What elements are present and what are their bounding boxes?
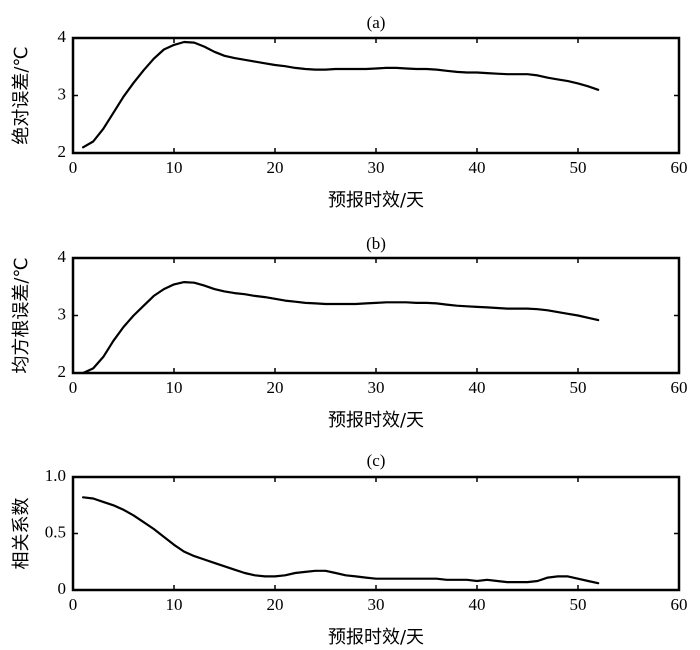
panel-b-x-tick-label: 10: [166, 378, 183, 397]
panel-b-x-tick-label: 0: [69, 378, 78, 397]
panel-b-y-tick-label: 3: [58, 304, 67, 323]
panel-a-x-tick-label: 20: [267, 158, 284, 177]
panel-c-y-tick-label: 0.5: [45, 522, 66, 541]
panel-b-x-tick-label: 50: [570, 378, 587, 397]
panel-b-y-axis-label: 均方根误差/℃: [11, 257, 32, 373]
panel-c-x-tick-label: 0: [69, 595, 78, 614]
panel-b-x-tick-label: 20: [267, 378, 284, 397]
panel-b-x-tick-label: 60: [671, 378, 688, 397]
panel-c-y-tick-label: 0: [58, 579, 67, 598]
panel-c-x-tick-label: 40: [469, 595, 486, 614]
panel-b-series-line: [82, 281, 600, 375]
panel-a-x-tick-label: 0: [69, 158, 78, 177]
panel-a-y-tick-label: 4: [58, 27, 67, 46]
panel-a-x-axis-label: 预报时效/天: [328, 190, 424, 211]
panel-b-x-tick-label: 40: [469, 378, 486, 397]
panel-a-y-tick-label: 3: [58, 84, 67, 103]
panel-c-plot-frame: [71, 475, 681, 592]
panel-c-y-axis-label: 相关系数: [11, 498, 32, 570]
panel-c-x-tick-label: 20: [267, 595, 284, 614]
panel-a-y-tick-label: 2: [58, 142, 67, 161]
panel-c-x-tick-label: 10: [166, 595, 183, 614]
panel-b-y-tick-label: 2: [58, 362, 67, 381]
panel-b-y-tick-label: 4: [58, 247, 67, 266]
panel-a-plot-frame: [71, 36, 681, 155]
panel-a-title: (a): [367, 13, 386, 32]
panel-c-x-tick-label: 60: [671, 595, 688, 614]
panel-a-x-tick-label: 10: [166, 158, 183, 177]
panel-c-series-line: [82, 496, 600, 585]
panel-a-y-axis-label: 绝对误差/℃: [11, 46, 32, 144]
panel-b-x-tick-label: 30: [368, 378, 385, 397]
panel-c-x-tick-label: 30: [368, 595, 385, 614]
panel-c-title: (c): [367, 451, 386, 470]
panel-b-x-axis-label: 预报时效/天: [328, 410, 424, 431]
panel-a-series-line: [82, 40, 600, 149]
panel-a-x-tick-label: 60: [671, 158, 688, 177]
panel-b-title: (b): [366, 234, 386, 253]
panel-c-y-tick-label: 1.0: [45, 466, 66, 485]
panel-b-plot-frame: [71, 256, 681, 375]
panel-c-x-axis-label: 预报时效/天: [328, 627, 424, 648]
panel-a-x-tick-label: 50: [570, 158, 587, 177]
panel-c-x-tick-label: 50: [570, 595, 587, 614]
panel-a-x-tick-label: 30: [368, 158, 385, 177]
panel-a-x-tick-label: 40: [469, 158, 486, 177]
